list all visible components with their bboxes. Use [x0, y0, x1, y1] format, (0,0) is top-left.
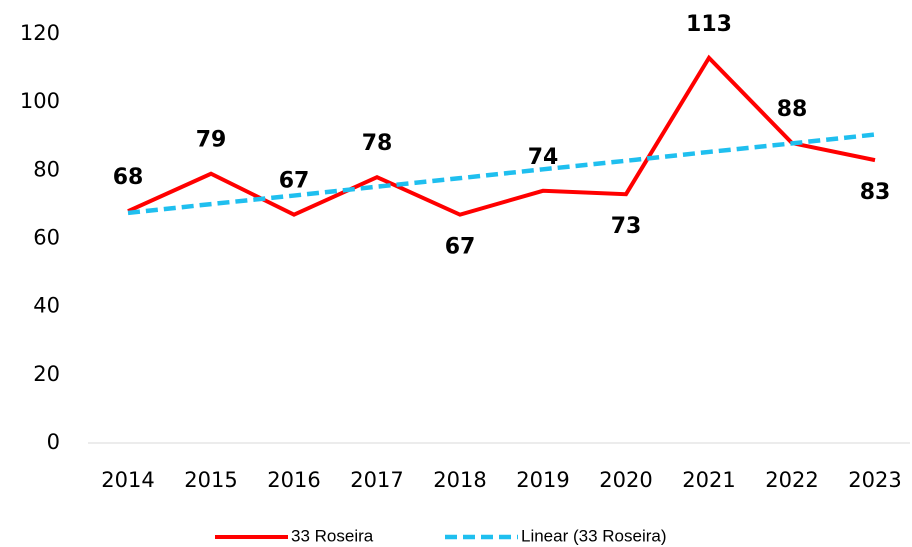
- y-tick-label: 0: [47, 430, 60, 454]
- data-label: 67: [445, 235, 476, 260]
- data-label: 74: [528, 145, 559, 170]
- x-tick-label: 2021: [682, 468, 735, 492]
- x-tick-label: 2017: [350, 468, 403, 492]
- x-tick-label: 2020: [599, 468, 652, 492]
- data-label: 79: [196, 128, 227, 153]
- x-tick-label: 2015: [184, 468, 237, 492]
- data-label: 68: [113, 165, 144, 190]
- x-tick-label: 2018: [433, 468, 486, 492]
- x-tick-label: 2019: [516, 468, 569, 492]
- x-tick-label: 2022: [765, 468, 818, 492]
- data-label: 83: [860, 180, 891, 205]
- legend-label: Linear (33 Roseira): [521, 526, 667, 545]
- legend-label: 33 Roseira: [291, 526, 374, 545]
- y-tick-label: 40: [33, 294, 60, 318]
- data-label: 113: [686, 12, 732, 37]
- y-tick-label: 60: [33, 226, 60, 250]
- data-label: 73: [611, 214, 642, 239]
- y-tick-label: 80: [33, 157, 60, 181]
- y-tick-label: 20: [33, 362, 60, 386]
- data-label: 88: [777, 97, 808, 122]
- series-line: [127, 54, 876, 217]
- y-tick-label: 120: [20, 21, 60, 45]
- data-label: 67: [279, 169, 310, 194]
- x-tick-label: 2016: [267, 468, 320, 492]
- data-label: 78: [362, 131, 393, 156]
- x-tick-label: 2023: [848, 468, 901, 492]
- y-tick-label: 100: [20, 89, 60, 113]
- x-tick-label: 2014: [101, 468, 154, 492]
